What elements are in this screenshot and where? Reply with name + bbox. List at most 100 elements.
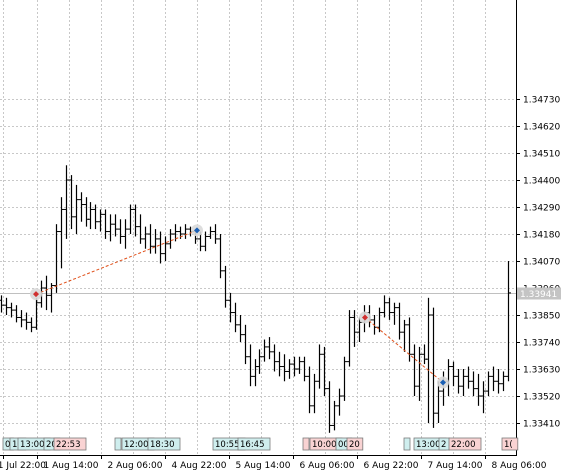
ohlc-bar [332,400,337,431]
event-marker-label: 18:30 [150,440,175,450]
y-tick-label: 1.34180 [523,231,560,241]
ohlc-bar [282,354,287,382]
trade-entry-icon [33,291,39,298]
x-tick-label: 5 Aug 14:00 [236,461,291,471]
event-marker: 13:00 [413,437,447,451]
event-marker [114,437,122,451]
ohlc-bar [506,261,511,382]
ohlc-bar [0,295,4,313]
ohlc-bar [79,192,84,222]
ohlc-bar [471,371,476,396]
ohlc-bar [352,310,357,347]
event-marker: 22:00 [448,437,482,451]
ohlc-bar [322,346,327,396]
event-marker: 13:00 [17,437,51,451]
ohlc-bar [297,356,302,374]
ohlc-bar [277,351,282,377]
y-tick-label: 1.33850 [523,312,560,322]
event-marker: 1( [501,437,519,451]
ohlc-bar [272,344,277,372]
ohlc-bar [128,204,133,235]
ohlc-bar [123,219,128,249]
ohlc-bar [59,197,64,269]
x-tick-label: 6 Aug 06:00 [300,461,355,471]
event-marker [302,437,310,451]
trade-exit-icon [194,227,200,234]
ohlc-bar [476,373,481,406]
ohlc-bar [461,369,466,396]
trade-entry-icon [362,314,368,321]
event-marker: 16:45 [237,437,271,451]
x-tick-label: 8 Aug 06:00 [492,461,547,471]
ohlc-bar [69,175,74,230]
ohlc-bar [93,204,98,230]
event-marker-box [237,437,271,451]
ohlc-bar [481,381,486,414]
event-marker-box [403,437,411,451]
event-marker-label: 13:00 [416,440,441,450]
trade-exit-icon [440,379,446,386]
ohlc-bar [302,356,307,382]
event-marker-box [53,437,87,451]
ohlc-bar [426,297,431,423]
event-marker [403,437,411,451]
trade-markers [30,224,449,389]
ohlc-bar [382,295,387,318]
ohlc-bar [292,356,297,377]
ohlc-bar [143,226,148,249]
ohlc-bar [342,356,347,401]
y-tick-label: 1.33630 [523,366,560,376]
ohlc-bar [387,297,392,320]
ohlc-bar [29,317,34,333]
ohlc-bar [233,302,238,333]
ohlc-bar [228,292,233,323]
ohlc-bar [451,361,456,387]
ohlc-bar [327,381,332,433]
event-marker: 2 [438,437,450,451]
ohlc-bar [223,265,228,308]
ohlc-bar [138,214,143,244]
ohlc-bar [213,224,218,244]
event-marker-label: 16:45 [240,440,265,450]
event-marker-label: 1( [504,440,513,450]
x-tick-label: 7 Aug 14:00 [428,461,483,471]
ohlc-bar [486,371,491,396]
grid-lines [0,0,516,455]
y-tick-label: 1.34730 [523,96,560,106]
y-tick-label: 1.34620 [523,123,560,133]
x-tick-label: 1 Aug 14:00 [44,461,99,471]
ohlc-bar [248,344,253,387]
ohlc-bar [392,302,397,325]
ohlc-bar [44,275,49,311]
ohlc-bar [168,229,173,249]
ohlc-bar [158,231,163,264]
ohlc-bar [466,366,471,389]
ohlc-bar [417,346,422,401]
x-tick-label: 6 Aug 22:00 [364,461,419,471]
ohlc-bar [456,369,461,394]
ohlc-bar [203,231,208,252]
event-marker-label: 22:00 [451,440,476,450]
ohlc-bar [4,297,9,316]
ohlc-bar [24,312,29,330]
ohlc-bar [54,224,59,293]
y-tick-label: 1.33740 [523,339,560,349]
trade-line [364,317,444,383]
event-marker-label: 2 [441,440,446,450]
event-marker-label: 12:00 [124,440,149,450]
y-tick-label: 1.33410 [523,420,560,430]
ohlc-bar [402,319,407,352]
ohlc-bar [312,373,317,414]
event-marker-box [346,437,364,451]
ohlc-bar [436,381,441,423]
ohlc-bar [98,209,103,232]
event-marker: 20 [346,437,364,451]
ohlc-bar [108,214,113,242]
ohlc-bar [317,344,322,389]
ohlc-bar [163,236,168,262]
ohlc-bar [113,214,118,237]
ohlc-bar [183,224,188,239]
event-marker-label: 10:00 [312,440,337,450]
